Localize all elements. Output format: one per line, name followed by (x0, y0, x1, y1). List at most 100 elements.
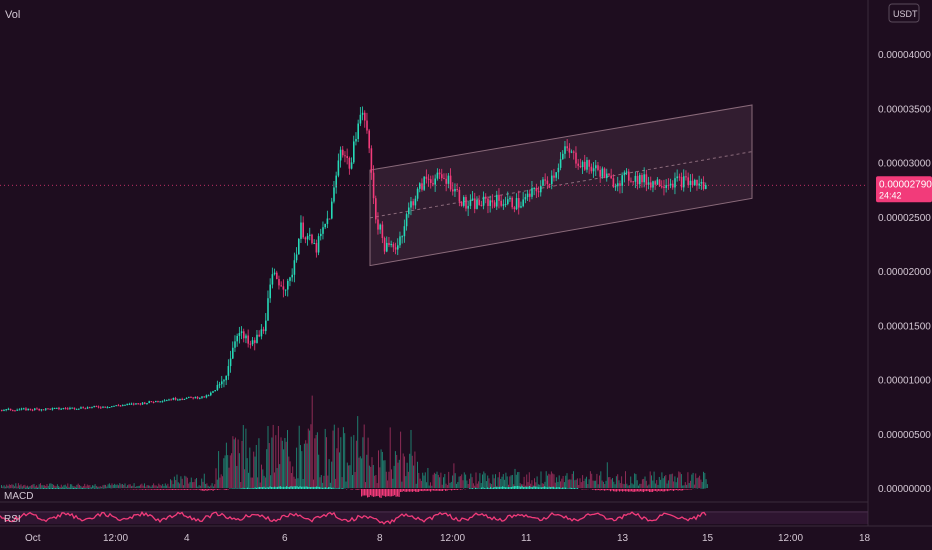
volume-bar (631, 483, 633, 488)
volume-bar (511, 474, 513, 488)
volume-bar (552, 473, 554, 488)
volume-bar (697, 477, 699, 488)
macd-bar (683, 489, 685, 490)
candle-body (542, 179, 544, 186)
macd-bar (676, 489, 678, 490)
volume-bar (495, 474, 496, 488)
currency-button[interactable] (888, 3, 920, 23)
candle-body (315, 243, 318, 253)
candle-body (260, 329, 263, 337)
volume-bar (102, 485, 104, 488)
candle-body (214, 390, 216, 392)
volume-bar (67, 483, 69, 488)
candle-body (636, 175, 639, 185)
macd-bar (535, 486, 537, 489)
candle-body (148, 401, 150, 403)
macd-bar (620, 489, 622, 491)
volume-bar (25, 486, 27, 488)
candle-body (210, 392, 212, 396)
macd-bar (76, 488, 78, 489)
volume-bar (179, 483, 181, 488)
volume-bar (88, 485, 90, 488)
candle-body (612, 178, 615, 188)
candle-body (581, 161, 584, 168)
candle-body (133, 403, 135, 405)
macd-bar (653, 489, 655, 491)
candle-body (36, 408, 38, 410)
volume-bar (244, 469, 246, 488)
volume-bar (352, 474, 353, 488)
volume-bar (361, 458, 363, 488)
candle-body (27, 408, 29, 411)
candle-body (359, 114, 362, 124)
macd-bar (661, 489, 663, 492)
candle-body (47, 408, 49, 410)
candle-body (661, 186, 663, 188)
macd-bar (541, 487, 543, 489)
volume-bar (75, 486, 77, 488)
candle-body (14, 410, 16, 412)
candle-body (390, 244, 392, 246)
macd-bar (601, 489, 603, 491)
macd-bar (211, 489, 213, 490)
macd-bar (445, 489, 447, 491)
macd-bar (508, 487, 510, 489)
last-price-value: 0.00002790 (879, 179, 932, 190)
candle-body (685, 176, 687, 178)
volume-bar (660, 479, 662, 488)
macd-bar (593, 489, 595, 490)
candle-body (694, 179, 696, 186)
volume-bar (531, 480, 533, 488)
macd-bar (200, 489, 202, 491)
macd-bar (83, 488, 85, 489)
volume-bar (491, 484, 493, 488)
rsi-label: RSI (4, 514, 21, 525)
volume-bar (242, 425, 244, 488)
candle-body (350, 162, 353, 169)
volume-bar (493, 478, 495, 488)
macd-bar (536, 486, 538, 489)
volume-bar (418, 472, 420, 488)
macd-bar (544, 486, 546, 489)
macd-bar (410, 489, 412, 492)
macd-histogram (1, 485, 708, 498)
volume-bar (236, 465, 238, 488)
volume-bar (79, 485, 80, 488)
volume-bar (245, 428, 247, 488)
volume-bar (309, 430, 311, 488)
candle-body (42, 409, 45, 411)
macd-bar (253, 488, 255, 489)
volume-bar (220, 474, 222, 488)
macd-bar (299, 486, 301, 489)
volume-bar (15, 483, 17, 488)
volume-bar (255, 444, 257, 488)
candle-body (449, 175, 452, 190)
macd-bar (271, 487, 273, 489)
macd-bar (37, 488, 39, 489)
candle-body (469, 200, 472, 206)
macd-bar (256, 487, 258, 489)
candle-body (489, 200, 491, 206)
volume-bar (502, 474, 504, 488)
volume-bar (612, 478, 613, 488)
volume-bar (37, 486, 39, 488)
volume-bar (185, 476, 187, 488)
macd-bar (341, 488, 343, 489)
volume-bar (339, 452, 340, 488)
macd-bar (520, 486, 522, 489)
volume-bar (153, 483, 155, 488)
macd-bar (71, 488, 73, 489)
volume-bar (132, 485, 134, 488)
macd-bar (236, 488, 238, 489)
volume-bar (151, 485, 153, 488)
volume-bar (7, 485, 9, 488)
candle-body (555, 172, 557, 178)
candle-body (97, 406, 100, 408)
volume-bar (284, 437, 286, 488)
volume-bar (4, 486, 6, 488)
volume-bar (446, 485, 448, 488)
candle-body (623, 172, 626, 176)
macd-bar (607, 489, 609, 491)
